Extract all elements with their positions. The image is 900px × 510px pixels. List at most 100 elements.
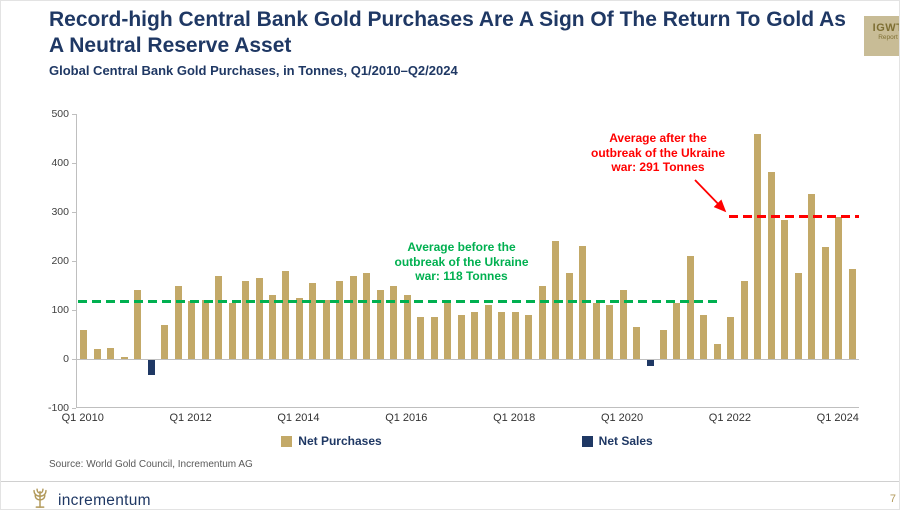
- y-tick-label: 500: [51, 108, 69, 120]
- bar-q2-2018: [525, 314, 533, 359]
- logo-wordmark: incrementum: [58, 491, 151, 509]
- bar-q4-2020: [659, 329, 667, 359]
- bar-q1-2022: [727, 317, 735, 359]
- x-tick-label: Q1 2018: [493, 412, 536, 424]
- y-tick-mark: [72, 163, 76, 164]
- y-tick-mark: [72, 310, 76, 311]
- bar-q2-2017: [471, 312, 479, 359]
- bar-q4-2014: [336, 280, 344, 359]
- y-tick-label: 0: [63, 353, 69, 365]
- bar-q1-2011: [134, 290, 142, 359]
- bar-q3-2018: [538, 285, 546, 359]
- bar-q1-2013: [242, 280, 250, 359]
- bar-q2-2013: [255, 278, 263, 359]
- zero-axis-line: [77, 359, 859, 360]
- y-tick-mark: [72, 408, 76, 409]
- bar-q1-2012: [188, 301, 196, 359]
- bar-q3-2017: [484, 305, 492, 359]
- bar-q4-2015: [390, 286, 398, 359]
- page-number: 7: [889, 493, 896, 505]
- bar-q3-2021: [700, 314, 708, 359]
- y-tick-label: 400: [51, 157, 69, 169]
- bar-q1-2010: [80, 329, 88, 359]
- average-before-annotation: Average before the outbreak of the Ukrai…: [394, 240, 529, 284]
- bar-q3-2011: [161, 324, 169, 359]
- bar-q2-2011: [147, 360, 155, 375]
- x-tick-label: Q1 2022: [708, 412, 751, 424]
- bar-q1-2020: [619, 290, 627, 359]
- bar-q3-2012: [215, 275, 223, 359]
- bar-q3-2015: [376, 290, 384, 359]
- bar-q4-2011: [174, 285, 182, 359]
- y-tick-label: 100: [51, 304, 69, 316]
- bar-q2-2014: [309, 283, 317, 359]
- bar-q2-2020: [633, 327, 641, 359]
- bar-q4-2023: [821, 246, 829, 359]
- bar-q4-2010: [120, 356, 128, 359]
- y-tick-mark: [72, 359, 76, 360]
- bar-q1-2014: [295, 297, 303, 359]
- bar-q3-2023: [808, 193, 816, 359]
- bar-q4-2022: [767, 171, 775, 359]
- x-tick-label: Q1 2010: [61, 412, 104, 424]
- bar-q3-2022: [754, 134, 762, 359]
- y-tick-mark: [72, 114, 76, 115]
- legend-label: Net Sales: [598, 434, 653, 448]
- source-note: Source: World Gold Council, Incrementum …: [49, 459, 253, 470]
- bar-q3-2016: [430, 317, 438, 359]
- page-title: Record-high Central Bank Gold Purchases …: [49, 8, 846, 57]
- badge-title: IGWT: [872, 22, 899, 34]
- bar-q1-2019: [565, 273, 573, 359]
- igwt-report-badge: IGWT Report: [864, 16, 899, 56]
- bar-q2-2015: [363, 273, 371, 359]
- bar-q3-2010: [107, 348, 115, 359]
- bar-q3-2019: [592, 302, 600, 359]
- bar-q1-2017: [457, 314, 465, 359]
- legend-item-net-purchases: Net Purchases: [281, 434, 382, 448]
- page-subtitle: Global Central Bank Gold Purchases, in T…: [49, 63, 458, 78]
- x-tick-label: Q1 2014: [277, 412, 320, 424]
- bottom-axis-line: [77, 407, 859, 408]
- bar-q4-2013: [282, 270, 290, 359]
- chart-legend: Net Purchases Net Sales: [76, 434, 858, 448]
- legend-item-net-sales: Net Sales: [581, 434, 653, 448]
- x-tick-label: Q1 2016: [385, 412, 428, 424]
- bar-q4-2017: [498, 312, 506, 359]
- bar-q4-2021: [713, 344, 721, 359]
- bar-q2-2021: [686, 256, 694, 359]
- incrementum-logo: incrementum: [29, 487, 151, 509]
- y-tick-label: 200: [51, 255, 69, 267]
- y-tick-label: 300: [51, 206, 69, 218]
- bar-q4-2019: [606, 305, 614, 359]
- bar-q1-2016: [403, 295, 411, 359]
- average-after-annotation: Average after the outbreak of the Ukrain…: [590, 131, 726, 175]
- bar-q2-2012: [201, 300, 209, 359]
- bar-q2-2023: [794, 273, 802, 359]
- x-tick-label: Q1 2012: [169, 412, 212, 424]
- bar-q2-2022: [740, 280, 748, 359]
- average-after-line: [728, 215, 859, 218]
- bar-q4-2016: [444, 302, 452, 359]
- legend-label: Net Purchases: [298, 434, 382, 448]
- bar-q2-2024: [848, 269, 856, 359]
- x-tick-label: Q1 2024: [816, 412, 859, 424]
- bar-q1-2021: [673, 302, 681, 359]
- bar-q4-2012: [228, 302, 236, 359]
- y-tick-mark: [72, 261, 76, 262]
- x-tick-label: Q1 2020: [600, 412, 644, 424]
- bar-q1-2024: [835, 216, 843, 359]
- tree-logo-icon: [29, 487, 51, 509]
- y-tick-mark: [72, 212, 76, 213]
- badge-subtitle: Report: [878, 34, 898, 41]
- net-sales-swatch-icon: [581, 435, 593, 447]
- average-before-line: [78, 300, 722, 303]
- bar-q1-2015: [349, 275, 357, 359]
- bar-q3-2013: [268, 295, 276, 359]
- footer-divider: [1, 481, 899, 482]
- gold-purchases-chart: [76, 114, 859, 408]
- bar-q2-2016: [417, 317, 425, 359]
- bar-q3-2020: [646, 360, 654, 366]
- bar-q1-2023: [781, 219, 789, 359]
- net-purchases-swatch-icon: [281, 435, 293, 447]
